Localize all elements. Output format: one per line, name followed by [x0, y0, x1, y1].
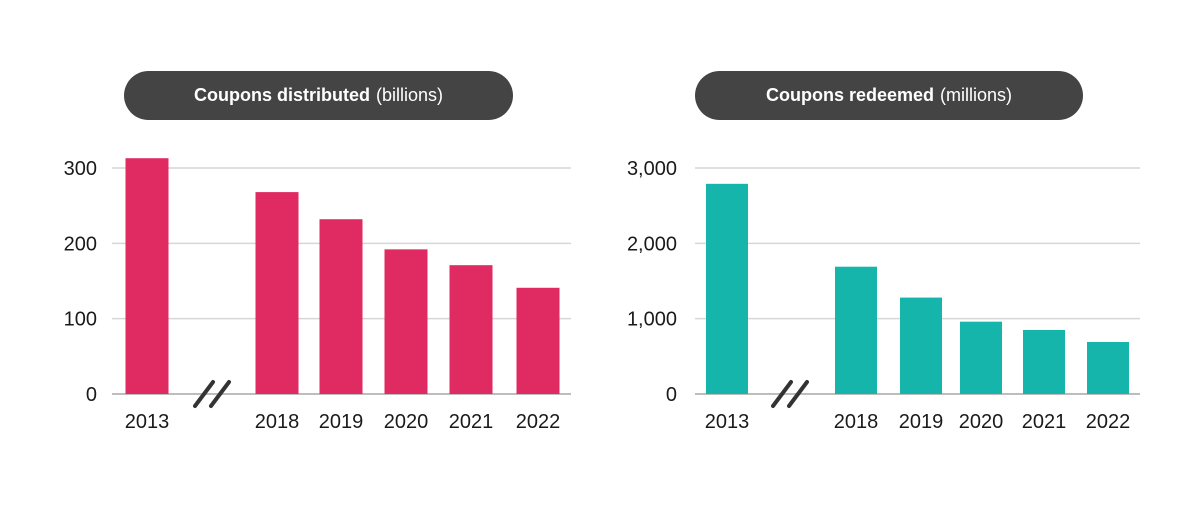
y-tick-label: 300 [64, 158, 97, 180]
bar-2013 [125, 158, 169, 394]
chart-title-pill: Coupons distributed (billions) [124, 71, 513, 120]
x-tick-label: 2018 [834, 411, 879, 433]
y-tick-label: 200 [64, 233, 97, 255]
x-tick-label: 2022 [516, 411, 561, 433]
y-tick-label: 2,000 [627, 233, 677, 255]
chart-unit: (billions) [375, 85, 443, 105]
x-tick-label: 2020 [959, 411, 1004, 433]
chart-title: Coupons distributed [193, 85, 370, 105]
axis-break-icon [193, 380, 231, 408]
bar-2022 [1087, 342, 1129, 394]
axis-break-icon [771, 380, 809, 408]
bar-2019 [900, 297, 942, 394]
bar-2019 [319, 219, 363, 394]
x-tick-label: 2019 [899, 411, 944, 433]
bar-2021 [449, 265, 493, 394]
y-tick-label: 0 [86, 384, 97, 406]
x-tick-label: 2018 [255, 411, 300, 433]
x-tick-label: 2021 [449, 411, 494, 433]
x-tick-label: 2021 [1022, 411, 1067, 433]
bar-chart-svg: 0 1,000 2,000 3,000 2013 2018 2019 2020 2021 2022 [627, 158, 1140, 433]
chart-redeemed: Coupons redeemed (millions) 0 1,000 2,000 3… [600, 0, 1200, 505]
bar-2018 [255, 192, 299, 394]
y-tick-label: 100 [64, 309, 97, 331]
bar-2021 [1023, 329, 1065, 394]
bar-2013 [706, 183, 748, 394]
x-tick-label: 2013 [705, 411, 750, 433]
y-tick-label: 1,000 [627, 309, 677, 331]
y-tick-label: 0 [666, 384, 677, 406]
x-tick-label: 2022 [1086, 411, 1131, 433]
x-tick-label: 2020 [384, 411, 429, 433]
x-tick-label: 2019 [319, 411, 364, 433]
chart-title: Coupons redeemed [765, 85, 935, 105]
x-tick-label: 2013 [125, 411, 170, 433]
bar-chart-svg: 0 100 200 300 2013 2018 2019 2020 2021 2022 [64, 158, 571, 433]
chart-unit: (millions) [940, 85, 1013, 105]
chart-title-pill: Coupons redeemed (millions) [695, 71, 1083, 120]
y-tick-label: 3,000 [627, 158, 677, 180]
chart-distributed: Coupons distributed (billions) 0 100 200 30… [64, 71, 571, 433]
bar-2020 [960, 321, 1002, 394]
bar-2018 [835, 266, 877, 394]
bar-2020 [384, 249, 428, 394]
bar-2022 [516, 287, 560, 394]
